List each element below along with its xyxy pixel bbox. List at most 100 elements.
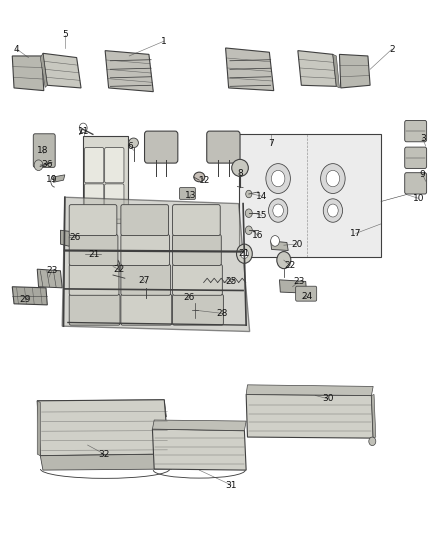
- Polygon shape: [37, 401, 40, 456]
- FancyBboxPatch shape: [133, 269, 159, 290]
- Polygon shape: [105, 51, 153, 92]
- Ellipse shape: [232, 159, 248, 176]
- Polygon shape: [298, 51, 336, 86]
- Circle shape: [246, 190, 252, 198]
- Polygon shape: [62, 197, 250, 332]
- FancyBboxPatch shape: [239, 134, 381, 257]
- Circle shape: [79, 123, 87, 133]
- FancyBboxPatch shape: [405, 120, 427, 142]
- FancyBboxPatch shape: [69, 205, 117, 236]
- Circle shape: [189, 303, 201, 318]
- Polygon shape: [226, 48, 274, 91]
- FancyBboxPatch shape: [121, 235, 170, 265]
- FancyBboxPatch shape: [121, 294, 172, 325]
- Ellipse shape: [129, 138, 138, 148]
- Text: 24: 24: [302, 292, 313, 301]
- FancyBboxPatch shape: [296, 286, 317, 301]
- FancyBboxPatch shape: [173, 294, 223, 325]
- Polygon shape: [152, 429, 246, 470]
- Text: 29: 29: [20, 295, 31, 304]
- Polygon shape: [37, 400, 166, 418]
- Circle shape: [245, 209, 252, 217]
- FancyBboxPatch shape: [105, 148, 124, 183]
- Circle shape: [268, 199, 288, 222]
- Polygon shape: [152, 420, 246, 431]
- Text: 23: 23: [293, 277, 304, 286]
- Text: 1: 1: [161, 37, 167, 45]
- Polygon shape: [12, 56, 44, 91]
- FancyBboxPatch shape: [173, 235, 221, 265]
- Text: 31: 31: [226, 481, 237, 489]
- Polygon shape: [37, 269, 62, 288]
- Circle shape: [266, 164, 290, 193]
- FancyBboxPatch shape: [85, 148, 104, 183]
- Polygon shape: [339, 54, 370, 88]
- FancyBboxPatch shape: [207, 131, 240, 163]
- Polygon shape: [60, 230, 74, 246]
- Text: 26: 26: [70, 233, 81, 242]
- FancyBboxPatch shape: [405, 173, 427, 194]
- Text: 11: 11: [78, 127, 90, 135]
- Circle shape: [321, 164, 345, 193]
- Circle shape: [273, 204, 283, 217]
- Text: 14: 14: [256, 192, 268, 200]
- Text: 17: 17: [350, 229, 361, 238]
- Polygon shape: [333, 54, 339, 88]
- Polygon shape: [37, 400, 169, 456]
- Text: 32: 32: [99, 450, 110, 458]
- Text: 9: 9: [420, 171, 426, 179]
- Text: 8: 8: [237, 169, 243, 177]
- Polygon shape: [246, 394, 373, 438]
- Text: 15: 15: [256, 211, 268, 220]
- FancyBboxPatch shape: [180, 188, 195, 199]
- FancyBboxPatch shape: [33, 134, 55, 167]
- Text: 30: 30: [322, 394, 333, 403]
- FancyBboxPatch shape: [69, 294, 120, 325]
- FancyBboxPatch shape: [405, 147, 427, 168]
- FancyBboxPatch shape: [69, 264, 119, 295]
- Text: 21: 21: [88, 251, 100, 259]
- Circle shape: [271, 236, 279, 246]
- Text: 3: 3: [420, 134, 426, 143]
- Text: 22: 22: [113, 265, 125, 274]
- Circle shape: [240, 249, 248, 259]
- Text: 26: 26: [184, 293, 195, 302]
- Text: 2: 2: [389, 45, 395, 53]
- Polygon shape: [271, 241, 288, 251]
- Text: 21: 21: [239, 249, 250, 258]
- Text: 16: 16: [252, 231, 263, 240]
- Polygon shape: [53, 175, 65, 182]
- Circle shape: [245, 226, 252, 235]
- Circle shape: [326, 171, 339, 187]
- Text: 13: 13: [185, 191, 196, 199]
- Text: 7: 7: [268, 140, 274, 148]
- Text: 6: 6: [127, 142, 134, 151]
- Text: 28: 28: [217, 309, 228, 318]
- FancyBboxPatch shape: [83, 136, 128, 223]
- Polygon shape: [40, 454, 172, 470]
- FancyBboxPatch shape: [85, 184, 104, 219]
- Circle shape: [277, 252, 291, 269]
- Circle shape: [106, 258, 120, 275]
- Circle shape: [237, 244, 252, 263]
- Polygon shape: [43, 53, 81, 88]
- Polygon shape: [246, 385, 373, 395]
- FancyBboxPatch shape: [121, 264, 171, 295]
- Circle shape: [323, 199, 343, 222]
- Circle shape: [85, 244, 101, 263]
- Text: 20: 20: [291, 240, 303, 248]
- FancyBboxPatch shape: [121, 205, 169, 236]
- Text: 19: 19: [46, 175, 57, 183]
- Circle shape: [34, 160, 43, 171]
- Polygon shape: [40, 53, 47, 87]
- Text: 22: 22: [284, 261, 296, 270]
- Polygon shape: [179, 294, 197, 303]
- Circle shape: [369, 437, 376, 446]
- Circle shape: [89, 249, 97, 259]
- Text: 18: 18: [37, 146, 49, 155]
- FancyBboxPatch shape: [105, 184, 124, 219]
- Ellipse shape: [194, 172, 205, 182]
- Text: 23: 23: [46, 266, 57, 275]
- Polygon shape: [371, 394, 376, 438]
- FancyBboxPatch shape: [173, 264, 223, 295]
